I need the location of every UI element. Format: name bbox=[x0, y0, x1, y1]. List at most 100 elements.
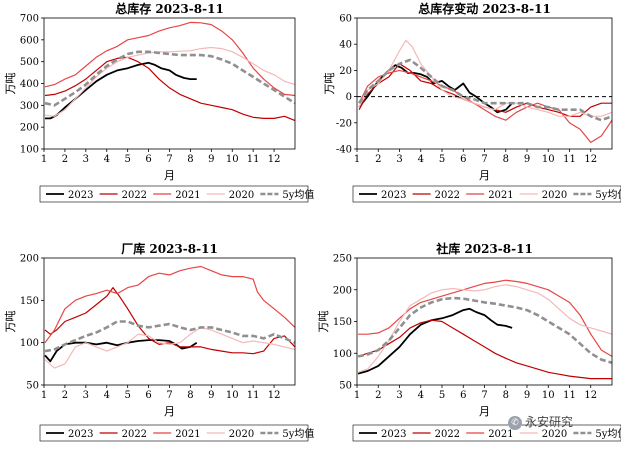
series-line-2020 bbox=[44, 46, 296, 117]
legend-label-2023: 2023 bbox=[381, 190, 406, 201]
y-axis-label: 万吨 bbox=[317, 311, 330, 333]
legend-label-2022: 2022 bbox=[122, 429, 147, 440]
y-tick-label: 300 bbox=[20, 101, 39, 112]
y-tick-label: -20 bbox=[336, 118, 352, 129]
y-tick-label: -40 bbox=[336, 145, 352, 156]
legend-label-2021: 2021 bbox=[488, 429, 513, 440]
x-tick-label: 10 bbox=[542, 154, 555, 165]
x-tick-label: 12 bbox=[268, 390, 281, 401]
legend-label-2020: 2020 bbox=[542, 190, 567, 201]
x-tick-label: 8 bbox=[503, 390, 509, 401]
plot-frame bbox=[43, 257, 296, 386]
legend-box bbox=[352, 185, 621, 203]
legend-label-avg: 5y均值 bbox=[282, 427, 314, 440]
legend-label-2022: 2022 bbox=[122, 190, 147, 201]
x-tick-label: 2 bbox=[375, 154, 381, 165]
series-line-avg bbox=[357, 296, 613, 365]
wechat-icon: ✆ bbox=[508, 415, 522, 430]
x-tick-label: 5 bbox=[124, 154, 130, 165]
x-tick-label: 4 bbox=[418, 154, 424, 165]
legend-label-2021: 2021 bbox=[488, 190, 513, 201]
x-tick-label: 3 bbox=[83, 154, 89, 165]
x-tick-label: 1 bbox=[41, 390, 47, 401]
legend-label-2021: 2021 bbox=[175, 190, 200, 201]
series-line-2020 bbox=[44, 326, 296, 369]
x-tick-label: 4 bbox=[104, 154, 110, 165]
x-tick-label: 8 bbox=[187, 154, 193, 165]
x-tick-label: 11 bbox=[563, 154, 576, 165]
x-tick-label: 12 bbox=[584, 154, 597, 165]
watermark: ✆ 永安研究 bbox=[508, 413, 573, 430]
plot-frame bbox=[356, 17, 613, 150]
legend-box bbox=[39, 185, 309, 203]
series-line-2020 bbox=[358, 39, 613, 117]
chart-title: 总库存 2023-8-11 bbox=[115, 1, 224, 16]
watermark-text: 永安研究 bbox=[525, 415, 574, 429]
series-line-2023 bbox=[45, 61, 197, 120]
legend-label-2023: 2023 bbox=[68, 190, 93, 201]
x-tick-label: 1 bbox=[41, 154, 47, 165]
series-line-2023 bbox=[358, 64, 513, 114]
series-line-2022 bbox=[44, 287, 296, 355]
x-tick-label: 12 bbox=[268, 154, 281, 165]
x-tick-label: 6 bbox=[145, 390, 151, 401]
x-tick-label: 5 bbox=[124, 390, 130, 401]
y-axis-label: 万吨 bbox=[323, 73, 336, 95]
x-tick-label: 7 bbox=[166, 390, 172, 401]
x-tick-label: 3 bbox=[83, 390, 89, 401]
series-line-2021 bbox=[358, 69, 613, 143]
y-tick-label: 50 bbox=[339, 381, 352, 392]
x-tick-label: 2 bbox=[62, 154, 68, 165]
y-tick-label: 500 bbox=[20, 57, 39, 68]
y-tick-label: 150 bbox=[333, 317, 352, 328]
legend-label-2021: 2021 bbox=[175, 429, 200, 440]
y-axis-label: 万吨 bbox=[4, 73, 17, 95]
x-tick-label: 10 bbox=[226, 154, 239, 165]
x-tick-label: 3 bbox=[396, 154, 402, 165]
legend-box bbox=[39, 424, 309, 442]
x-tick-label: 6 bbox=[460, 390, 466, 401]
series-line-2021 bbox=[44, 21, 296, 97]
x-tick-label: 11 bbox=[247, 154, 260, 165]
series-line-2021 bbox=[358, 279, 613, 357]
series-line-2023 bbox=[357, 307, 513, 375]
y-tick-label: 50 bbox=[26, 381, 39, 392]
y-tick-label: 0 bbox=[346, 92, 352, 103]
legend-label-2023: 2023 bbox=[68, 429, 93, 440]
x-tick-label: 7 bbox=[166, 154, 172, 165]
legend-label-avg: 5y均值 bbox=[595, 427, 621, 440]
x-tick-label: 9 bbox=[208, 154, 214, 165]
x-tick-label: 10 bbox=[542, 390, 555, 401]
series-line-avg bbox=[358, 58, 613, 122]
x-axis-label: 月 bbox=[164, 169, 175, 182]
plot-frame bbox=[43, 17, 296, 150]
y-tick-label: 60 bbox=[339, 14, 352, 25]
x-tick-label: 8 bbox=[187, 390, 193, 401]
x-tick-label: 8 bbox=[503, 154, 509, 165]
x-tick-label: 7 bbox=[481, 154, 487, 165]
x-tick-label: 3 bbox=[396, 390, 402, 401]
series-line-2020 bbox=[357, 284, 613, 373]
y-tick-label: 20 bbox=[339, 66, 352, 77]
y-tick-label: 100 bbox=[333, 349, 352, 360]
y-tick-label: 200 bbox=[20, 254, 39, 265]
x-tick-label: 4 bbox=[418, 390, 424, 401]
x-axis-label: 月 bbox=[164, 405, 175, 418]
x-axis-label: 月 bbox=[479, 169, 490, 182]
y-tick-label: 100 bbox=[20, 338, 39, 349]
series-line-2022 bbox=[44, 56, 296, 122]
x-tick-label: 5 bbox=[439, 390, 445, 401]
legend-label-2022: 2022 bbox=[435, 429, 460, 440]
x-tick-label: 2 bbox=[375, 390, 381, 401]
y-tick-label: 40 bbox=[339, 40, 352, 51]
x-axis-label: 月 bbox=[479, 405, 490, 418]
x-tick-label: 1 bbox=[354, 390, 360, 401]
legend-label-avg: 5y均值 bbox=[282, 188, 314, 201]
x-tick-label: 6 bbox=[460, 154, 466, 165]
chart-title: 社库 2023-8-11 bbox=[435, 241, 533, 256]
